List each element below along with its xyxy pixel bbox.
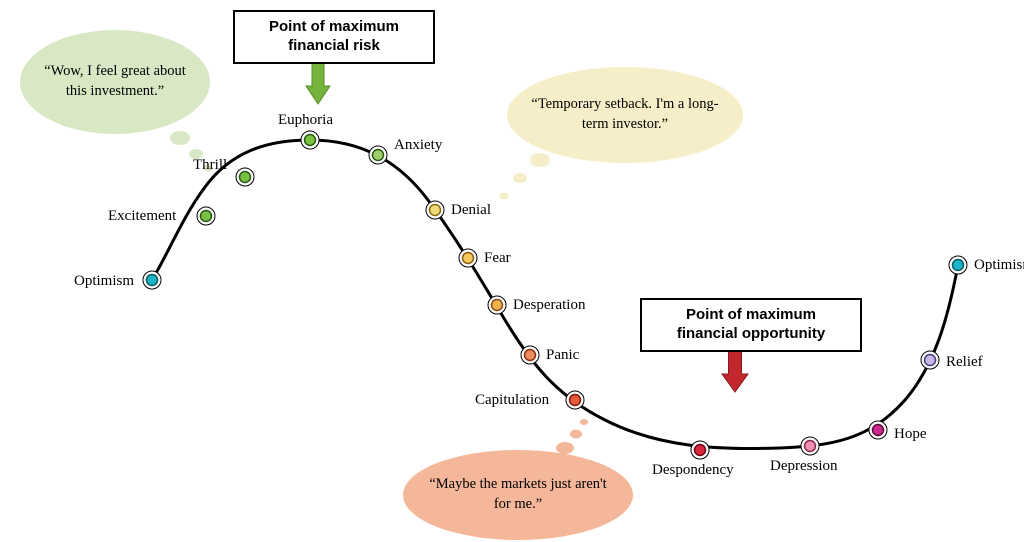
node-label-depression: Depression xyxy=(770,458,838,474)
node-capitulation-dot xyxy=(570,395,581,406)
bubble-not-for-me-tail-2 xyxy=(580,419,588,425)
node-depression-dot xyxy=(805,441,816,452)
node-label-excitement: Excitement xyxy=(108,208,177,224)
node-label-panic: Panic xyxy=(546,347,580,363)
thought-bubble-not-for-me: “Maybe the markets just aren't for me.” xyxy=(403,450,633,540)
node-label-optimism-end: Optimism xyxy=(974,257,1024,273)
callout-max-risk-line1: Point of maximum xyxy=(249,18,419,37)
node-euphoria-dot xyxy=(305,135,316,146)
node-desperation-dot xyxy=(492,300,503,311)
node-label-euphoria: Euphoria xyxy=(278,112,333,128)
node-label-relief: Relief xyxy=(946,354,983,370)
callout-max-opportunity: Point of maximum financial opportunity xyxy=(640,298,862,352)
node-anxiety-dot xyxy=(373,150,384,161)
node-label-thrill: Thrill xyxy=(193,157,227,173)
node-relief-dot xyxy=(925,355,936,366)
node-optimism-start-dot xyxy=(147,275,158,286)
thought-bubble-feel-great-text: “Wow, I feel great about this investment… xyxy=(38,62,192,101)
bubble-temporary-tail-1 xyxy=(513,173,527,183)
callout-max-opportunity-line2: financial opportunity xyxy=(656,325,846,344)
node-label-hope: Hope xyxy=(894,426,927,442)
node-label-capitulation: Capitulation xyxy=(475,392,550,408)
node-hope-dot xyxy=(873,425,884,436)
node-optimism-end-dot xyxy=(953,260,964,271)
callout-max-opportunity-line1: Point of maximum xyxy=(656,306,846,325)
thought-bubble-temporary-setback-text: “Temporary setback. I'm a long-term inve… xyxy=(525,95,725,134)
node-panic-dot xyxy=(525,350,536,361)
node-thrill-dot xyxy=(240,172,251,183)
thought-bubble-temporary-setback: “Temporary setback. I'm a long-term inve… xyxy=(507,67,743,163)
bubble-temporary-tail-2 xyxy=(500,193,509,200)
node-label-fear: Fear xyxy=(484,250,511,266)
node-denial-dot xyxy=(430,205,441,216)
bubble-feel-great-tail-0 xyxy=(170,131,190,145)
node-label-desperation: Desperation xyxy=(513,297,586,313)
callout-max-risk-line2: financial risk xyxy=(249,37,419,56)
bubble-not-for-me-tail-1 xyxy=(570,430,582,439)
node-label-despondency: Despondency xyxy=(652,462,734,478)
node-fear-dot xyxy=(463,253,474,264)
node-excitement-dot xyxy=(201,211,212,222)
thought-bubble-not-for-me-text: “Maybe the markets just aren't for me.” xyxy=(421,475,615,514)
emotion-curve xyxy=(152,140,958,449)
node-label-optimism-start: Optimism xyxy=(74,273,134,289)
node-label-anxiety: Anxiety xyxy=(394,137,443,153)
bubble-temporary-tail-0 xyxy=(530,153,550,167)
node-despondency-dot xyxy=(695,445,706,456)
node-label-denial: Denial xyxy=(451,202,491,218)
callout-max-risk: Point of maximum financial risk xyxy=(233,10,435,64)
thought-bubble-feel-great: “Wow, I feel great about this investment… xyxy=(20,30,210,134)
arrow-risk xyxy=(306,58,330,104)
